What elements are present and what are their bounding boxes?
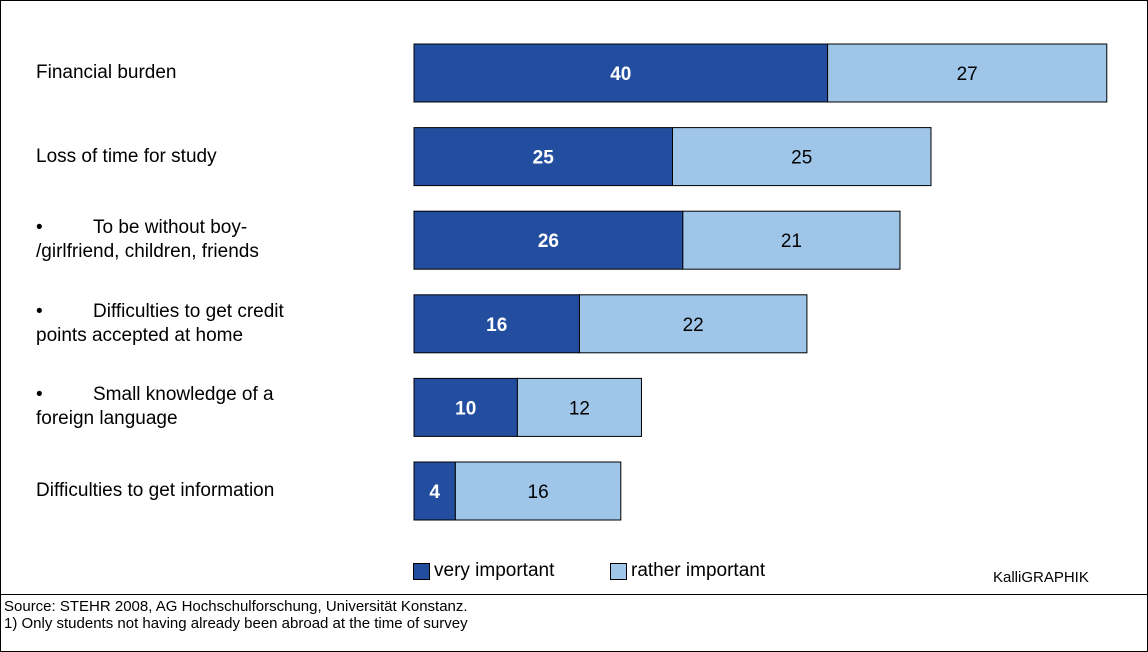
- legend-label-rather-important: rather important: [631, 560, 766, 581]
- legend-swatch-rather-important: [610, 562, 627, 580]
- data-label: 40: [610, 64, 631, 85]
- data-label: 21: [781, 231, 802, 252]
- category-label: Difficulties to get information: [36, 479, 274, 503]
- category-label-line: /girlfriend, children, friends: [36, 241, 259, 263]
- legend-item-rather-important: rather important: [610, 558, 765, 584]
- category-label: • Difficulties to get credit points accept…: [36, 300, 284, 348]
- data-label: 25: [533, 148, 555, 169]
- category-label: • Small knowledge of a foreign language: [36, 383, 274, 431]
- bar-rather-important: [672, 127, 932, 187]
- source-line: Source: STEHR 2008, AG Hochschulforschun…: [4, 598, 468, 615]
- data-label: 16: [486, 315, 507, 336]
- bullet-icon: •: [36, 217, 43, 239]
- bar-very-important: [413, 127, 673, 187]
- category-label: • To be without boy-/girlfriend, children…: [36, 216, 259, 264]
- source-divider: [0, 594, 1148, 595]
- bar-rather-important: [454, 461, 622, 521]
- credit-label: KalliGRAPHIK: [993, 569, 1089, 586]
- data-label: 22: [683, 315, 704, 336]
- category-label-line: Difficulties to get information: [36, 480, 275, 501]
- data-label: 25: [791, 148, 812, 169]
- bar-rather-important: [827, 43, 1108, 103]
- data-label: 27: [957, 64, 978, 85]
- category-label-line: points accepted at home: [36, 324, 244, 346]
- bar-rather-important: [516, 377, 642, 437]
- category-label: Financial burden: [36, 61, 176, 85]
- legend-swatch-very-important: [413, 562, 430, 580]
- bar-rather-important: [578, 294, 808, 354]
- legend-label-very-important: very important: [434, 560, 555, 581]
- data-label: 10: [455, 398, 476, 419]
- bullet-icon: •: [36, 384, 43, 406]
- category-label-line: • Small knowledge of a: [36, 384, 274, 406]
- data-label: 12: [569, 398, 590, 419]
- category-label-line: Financial burden: [36, 62, 177, 83]
- data-label: 4: [429, 482, 440, 503]
- data-label: 16: [528, 482, 549, 503]
- category-label-line: Loss of time for study: [36, 145, 217, 167]
- bullet-icon: •: [36, 300, 43, 322]
- category-label-line: • To be without boy-: [36, 217, 248, 239]
- category-label-line: foreign language: [36, 408, 178, 430]
- bar-rather-important: [682, 210, 901, 270]
- category-label: Loss of time for study: [36, 145, 217, 169]
- legend-item-very-important: very important: [413, 558, 554, 584]
- bar-very-important: [413, 43, 829, 103]
- bar-very-important: [413, 377, 518, 437]
- data-label: 26: [538, 231, 559, 252]
- category-label-line: • Difficulties to get credit: [36, 300, 284, 322]
- footnote-line: 1) Only students not having already been…: [4, 615, 468, 632]
